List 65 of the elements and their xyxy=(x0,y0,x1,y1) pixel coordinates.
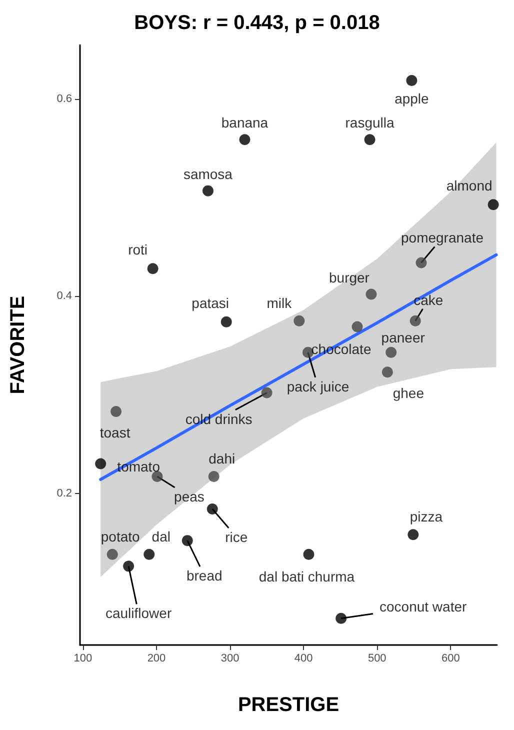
point xyxy=(303,548,314,560)
point xyxy=(261,387,272,398)
point xyxy=(152,471,163,482)
point xyxy=(123,560,134,572)
annotation: potato xyxy=(100,528,140,544)
point xyxy=(110,406,122,417)
annotation: rice xyxy=(225,529,248,546)
annotation: rasgulla xyxy=(345,114,394,131)
annotation: cake xyxy=(414,292,444,308)
point xyxy=(386,346,397,358)
annotation: pack juice xyxy=(286,378,350,394)
point xyxy=(239,134,250,146)
annotation: paneer xyxy=(381,329,426,346)
annotation: samosa xyxy=(183,166,233,182)
point xyxy=(206,504,218,515)
point xyxy=(366,288,377,300)
x-tick-label: 400 xyxy=(294,652,313,664)
point xyxy=(382,366,393,378)
point xyxy=(408,529,419,540)
point xyxy=(410,315,421,326)
point xyxy=(294,315,305,326)
point xyxy=(352,321,363,332)
point xyxy=(106,548,118,560)
x-tick-label: 500 xyxy=(368,652,386,664)
point xyxy=(144,548,155,560)
y-tick-label: 0.4 xyxy=(56,290,72,302)
point xyxy=(488,199,499,210)
annotation: apple xyxy=(394,90,430,106)
chart-title: BOYS: r = 0.443, p = 0.018 xyxy=(134,12,380,34)
annotation: dahi xyxy=(208,450,236,467)
line-series xyxy=(99,253,498,481)
annotation: pomegranate xyxy=(400,230,484,246)
x-tick-label: 100 xyxy=(74,652,92,664)
annotation: banana xyxy=(221,114,268,131)
annotation: peas xyxy=(174,488,204,505)
x-tick-label: 200 xyxy=(147,652,166,664)
annotation: milk xyxy=(266,294,293,311)
annotation: coconut water xyxy=(380,598,467,614)
annotation: almond xyxy=(446,178,492,194)
annotation: toast xyxy=(100,424,130,441)
point xyxy=(182,535,193,546)
annotation: roti xyxy=(128,242,148,258)
annotation: dal bati churma xyxy=(258,568,355,584)
point xyxy=(147,263,158,274)
point xyxy=(416,257,427,268)
annotation: bread xyxy=(186,568,222,584)
y-tick-label: 0.2 xyxy=(56,487,72,500)
annotation: burger xyxy=(329,269,370,286)
y-axis-title: FAVORITE xyxy=(7,296,29,394)
point xyxy=(95,458,106,470)
point xyxy=(364,134,376,146)
annotation: patasi xyxy=(192,294,230,311)
point xyxy=(406,74,418,86)
point xyxy=(208,471,220,482)
point xyxy=(202,185,214,196)
annotation: pizza xyxy=(410,508,443,525)
x-axis-title: PRESTIGE xyxy=(238,694,340,716)
point xyxy=(336,612,347,624)
point xyxy=(220,316,232,328)
annotation: dal xyxy=(152,528,170,544)
x-tick-label: 600 xyxy=(441,652,460,664)
annotation: ghee xyxy=(392,385,424,402)
annotation: cauliflower xyxy=(105,605,172,622)
y-tick-label: 0.6 xyxy=(56,93,72,106)
x-tick-label: 300 xyxy=(220,652,240,664)
